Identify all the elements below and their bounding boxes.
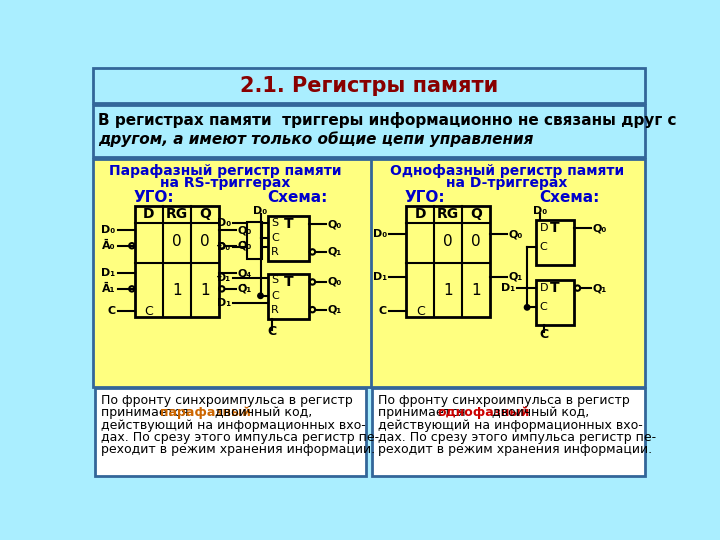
Text: реходит в режим хранения информации.: реходит в режим хранения информации. xyxy=(378,443,652,456)
Text: Схема:: Схема: xyxy=(539,190,599,205)
Text: T: T xyxy=(284,217,293,231)
Text: двоичный код,: двоичный код, xyxy=(488,406,590,420)
Text: 0: 0 xyxy=(444,234,453,249)
Text: T: T xyxy=(550,221,560,235)
Text: Ā₁: Ā₁ xyxy=(102,284,116,294)
Text: Đ₀: Đ₀ xyxy=(217,242,231,252)
Text: 1: 1 xyxy=(172,283,181,298)
Text: S: S xyxy=(271,218,279,228)
Bar xyxy=(93,159,645,387)
Text: C: C xyxy=(539,328,549,341)
Text: принимается: принимается xyxy=(378,406,470,420)
Bar xyxy=(269,217,309,261)
Text: Đ₁: Đ₁ xyxy=(217,273,231,283)
Text: RG: RG xyxy=(166,207,188,221)
Text: Q₁: Q₁ xyxy=(328,247,342,257)
Text: S: S xyxy=(271,275,279,286)
Text: Q₁: Q₁ xyxy=(328,305,342,315)
Circle shape xyxy=(258,293,264,299)
Text: D₁: D₁ xyxy=(217,298,231,308)
Text: Q₀: Q₀ xyxy=(238,225,251,235)
Text: парафазный: парафазный xyxy=(160,406,251,420)
Text: D₁: D₁ xyxy=(500,283,515,293)
Text: D₀: D₀ xyxy=(102,225,116,235)
Bar xyxy=(135,206,219,318)
Text: C: C xyxy=(271,233,279,243)
Text: 2.1. Регистры памяти: 2.1. Регистры памяти xyxy=(240,76,498,96)
Text: C: C xyxy=(379,306,387,316)
Text: Схема:: Схема: xyxy=(268,190,328,205)
Text: Q: Q xyxy=(470,207,482,221)
Text: Ā₀: Ā₀ xyxy=(102,241,116,251)
Text: Однофазный регистр памяти: Однофазный регистр памяти xyxy=(390,164,624,178)
Text: 1: 1 xyxy=(444,283,453,298)
Text: C: C xyxy=(415,305,425,318)
Text: Q₀: Q₀ xyxy=(328,277,342,287)
Bar xyxy=(536,280,574,325)
Text: Q₄: Q₄ xyxy=(238,268,251,279)
Bar xyxy=(536,220,574,265)
Text: R: R xyxy=(271,305,279,315)
Text: C: C xyxy=(271,291,279,301)
Text: C: C xyxy=(539,302,547,312)
Bar xyxy=(93,68,645,103)
Text: R: R xyxy=(271,247,279,257)
Text: D: D xyxy=(539,223,548,233)
Text: D: D xyxy=(415,207,426,221)
Text: дах. По срезу этого импульса регистр пе-: дах. По срезу этого импульса регистр пе- xyxy=(378,431,657,444)
Circle shape xyxy=(524,305,530,310)
Text: УГО:: УГО: xyxy=(133,190,174,205)
Text: D: D xyxy=(539,283,548,293)
Text: УГО:: УГО: xyxy=(405,190,445,205)
Text: По фронту синхроимпульса в регистр: По фронту синхроимпульса в регистр xyxy=(378,394,630,407)
Text: 0: 0 xyxy=(172,234,181,249)
Text: однофазный: однофазный xyxy=(437,406,529,420)
Text: действующий на информационных вхо-: действующий на информационных вхо- xyxy=(378,418,643,431)
Text: D: D xyxy=(143,207,155,221)
Bar xyxy=(94,388,366,476)
Text: Q₁: Q₁ xyxy=(593,283,607,293)
Text: Q₀: Q₀ xyxy=(508,229,523,239)
Bar xyxy=(246,222,262,259)
Text: C: C xyxy=(268,326,276,339)
Text: T: T xyxy=(550,281,560,295)
Text: C: C xyxy=(107,306,116,316)
Text: D₀: D₀ xyxy=(253,206,268,216)
Text: По фронту синхроимпульса в регистр: По фронту синхроимпульса в регистр xyxy=(101,394,353,407)
Text: D₀: D₀ xyxy=(372,229,387,239)
Text: 0: 0 xyxy=(471,234,481,249)
Text: Q̄₁: Q̄₁ xyxy=(238,284,251,294)
Bar xyxy=(372,388,645,476)
Text: T: T xyxy=(284,275,293,289)
Bar xyxy=(406,206,490,318)
Text: Q: Q xyxy=(199,207,211,221)
Text: Парафазный регистр памяти: Парафазный регистр памяти xyxy=(109,164,342,178)
Text: 0: 0 xyxy=(200,234,210,249)
Text: действующий на информационных вхо-: действующий на информационных вхо- xyxy=(101,418,366,431)
Text: 1: 1 xyxy=(200,283,210,298)
Text: Q₀: Q₀ xyxy=(328,219,342,229)
Text: на RS-триггерах: на RS-триггерах xyxy=(161,176,291,190)
Text: D₀: D₀ xyxy=(217,218,231,228)
Text: дах. По срезу этого импульса регистр пе-: дах. По срезу этого импульса регистр пе- xyxy=(101,431,379,444)
Text: принимается: принимается xyxy=(101,406,192,420)
Text: другом, а имеют только общие цепи управления: другом, а имеют только общие цепи управл… xyxy=(98,131,533,146)
Text: реходит в режим хранения информации.: реходит в режим хранения информации. xyxy=(101,443,375,456)
Text: D₀: D₀ xyxy=(533,206,547,216)
Text: C: C xyxy=(145,305,153,318)
Text: В регистрах памяти  триггеры информационно не связаны друг с: В регистрах памяти триггеры информационн… xyxy=(98,112,676,128)
Text: RG: RG xyxy=(437,207,459,221)
Text: Q₁: Q₁ xyxy=(508,272,523,281)
Bar xyxy=(269,274,309,319)
Bar xyxy=(93,105,645,157)
Text: Q̄₀: Q̄₀ xyxy=(238,241,251,251)
Text: на D-триггерах: на D-триггерах xyxy=(446,176,567,190)
Text: D₁: D₁ xyxy=(102,268,116,279)
Text: Q₀: Q₀ xyxy=(593,223,608,233)
Text: двоичный код,: двоичный код, xyxy=(211,406,312,420)
Text: D₁: D₁ xyxy=(373,272,387,281)
Text: C: C xyxy=(539,242,547,252)
Text: 1: 1 xyxy=(471,283,481,298)
